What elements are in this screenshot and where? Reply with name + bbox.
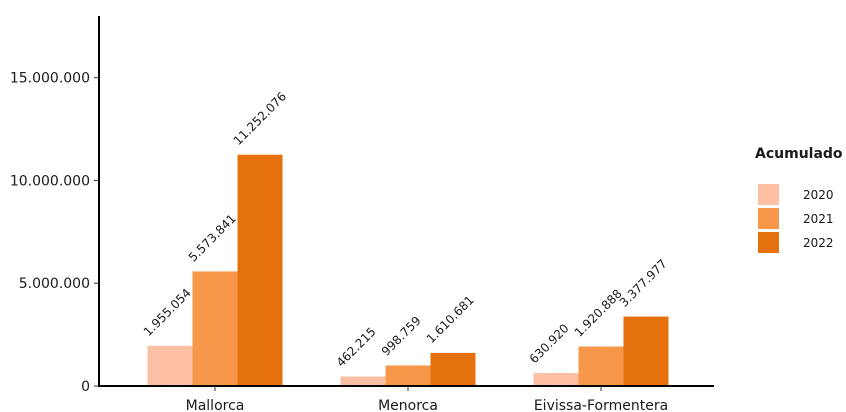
- legend: Acumulado 2020 2021 2022: [755, 146, 843, 253]
- data-label: 1.920.888: [572, 287, 625, 340]
- data-label: 630.920: [527, 321, 572, 366]
- y-tick-label: 0: [81, 379, 90, 395]
- bar-2022: [430, 352, 476, 386]
- data-label: 5.573.841: [186, 211, 239, 264]
- data-label: 3.377.977: [617, 257, 670, 310]
- y-axis: 0 5.000.000 10.000.000 15.000.000: [10, 16, 100, 395]
- x-axis: Mallorca Menorca Eivissa-Formentera: [98, 385, 714, 412]
- bar-2022: [623, 316, 669, 386]
- y-tick-label: 5.000.000: [19, 276, 90, 292]
- data-label: 11.252.076: [231, 89, 289, 147]
- bar-2021: [192, 271, 238, 386]
- legend-title: Acumulado: [755, 146, 843, 162]
- bar-2021: [385, 365, 431, 386]
- legend-label: 2020: [803, 188, 834, 202]
- bar-2020: [147, 345, 193, 386]
- data-label: 1.955.054: [141, 286, 194, 339]
- legend-swatch-2020: [758, 184, 779, 205]
- category-label: Menorca: [378, 398, 438, 412]
- category-label: Eivissa-Formentera: [534, 398, 668, 412]
- legend-label: 2022: [803, 236, 834, 250]
- category-label: Mallorca: [186, 398, 245, 412]
- legend-swatch-2022: [758, 232, 779, 253]
- data-label: 998.759: [379, 314, 424, 359]
- bar-2020: [340, 376, 386, 386]
- y-tick-label: 15.000.000: [10, 71, 90, 87]
- legend-swatch-2021: [758, 208, 779, 229]
- bars: [147, 154, 669, 386]
- bar-2020: [533, 373, 579, 386]
- bar-2021: [578, 346, 624, 386]
- legend-label: 2021: [803, 212, 834, 226]
- data-label: 1.610.681: [424, 293, 477, 346]
- y-tick-label: 10.000.000: [10, 173, 90, 189]
- data-label: 462.215: [334, 325, 379, 370]
- bar-2022: [237, 154, 283, 386]
